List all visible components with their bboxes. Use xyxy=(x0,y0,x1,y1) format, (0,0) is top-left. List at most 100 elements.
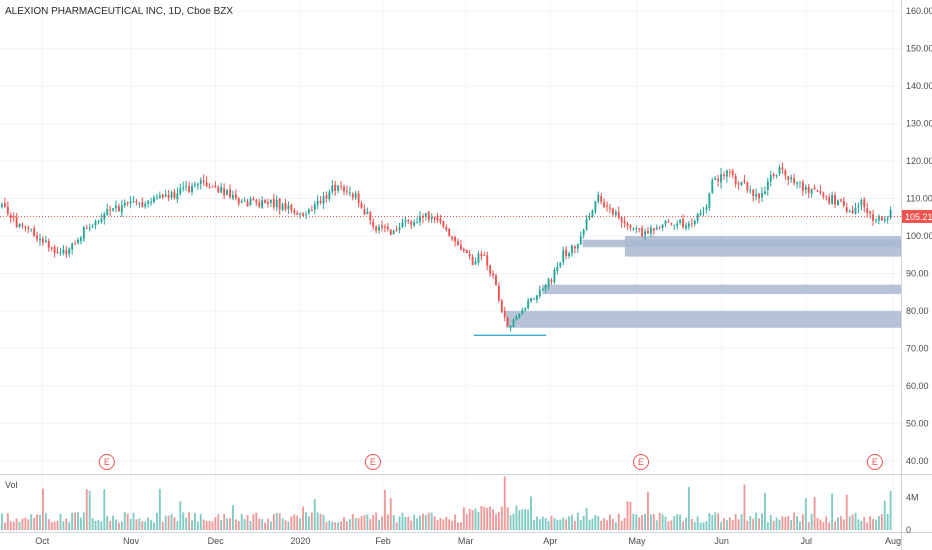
candle-body xyxy=(62,249,65,254)
volume-bar xyxy=(27,519,30,530)
candle-body xyxy=(711,179,714,193)
volume-bar xyxy=(389,498,392,530)
volume-bar xyxy=(21,518,24,530)
candle-body xyxy=(863,199,866,207)
volume-bar xyxy=(752,518,755,530)
volume-bar xyxy=(395,522,398,530)
candle-body xyxy=(834,195,836,205)
volume-bar xyxy=(24,517,27,530)
volume-bar xyxy=(199,514,202,530)
volume-bar xyxy=(883,500,886,530)
volume-bar xyxy=(226,518,229,530)
candle-body xyxy=(752,189,755,197)
volume-bar xyxy=(246,515,249,530)
earnings-marker-icon xyxy=(866,454,883,470)
candle-body xyxy=(421,216,424,218)
candle-body xyxy=(386,226,389,230)
candle-body xyxy=(202,180,205,183)
volume-bar xyxy=(690,519,693,530)
candle-body xyxy=(629,225,632,228)
candle-body xyxy=(489,265,492,274)
candle-body xyxy=(761,193,763,198)
volume-bar xyxy=(164,515,167,530)
volume-bar xyxy=(796,516,798,530)
candle-body xyxy=(243,200,246,202)
candle-body xyxy=(71,243,74,250)
demand-zone xyxy=(582,239,901,248)
candle-body xyxy=(877,216,880,221)
candle-body xyxy=(398,227,401,230)
candle-body xyxy=(53,246,56,253)
candle-body xyxy=(600,195,603,202)
volume-tick-label: 4M xyxy=(906,493,919,503)
candle-body xyxy=(47,240,50,248)
volume-bar xyxy=(155,512,158,530)
candle-body xyxy=(278,198,281,210)
volume-bar xyxy=(50,521,53,530)
candle-body xyxy=(161,194,164,198)
candle-body xyxy=(319,200,322,203)
candle-body xyxy=(889,209,892,218)
candle-body xyxy=(407,220,410,222)
volume-bar xyxy=(749,515,752,530)
candle-body xyxy=(521,309,524,314)
candle-body xyxy=(199,180,202,185)
volume-bar xyxy=(345,521,348,530)
volume-bar xyxy=(378,519,381,530)
candle-body xyxy=(249,198,252,206)
candle-body xyxy=(787,176,790,180)
volume-bar xyxy=(462,507,465,530)
volume-bar xyxy=(398,516,401,530)
volume-bar xyxy=(515,505,518,530)
candle-body xyxy=(281,204,284,211)
candle-body xyxy=(436,217,439,220)
candle-body xyxy=(404,220,407,222)
volume-bar xyxy=(193,512,196,530)
volume-bar xyxy=(652,513,655,530)
candle-body xyxy=(378,226,381,231)
x-tick-label: Feb xyxy=(375,536,391,546)
volume-bar xyxy=(763,492,766,530)
y-tick-label: 130.00 xyxy=(906,119,932,129)
candle-body xyxy=(360,203,363,208)
candle-body xyxy=(135,200,138,203)
volume-bar xyxy=(369,519,372,530)
volume-bar xyxy=(816,517,819,530)
candle-body xyxy=(179,188,182,194)
candle-body xyxy=(103,213,106,220)
volume-bar xyxy=(205,520,208,530)
volume-bar xyxy=(310,512,313,530)
volume-bar xyxy=(875,519,877,530)
volume-bar xyxy=(65,518,68,530)
candle-body xyxy=(860,199,863,206)
volume-bar xyxy=(766,522,769,530)
candle-body xyxy=(1,204,3,207)
volume-bar xyxy=(82,512,85,530)
volume-bar xyxy=(325,522,328,530)
candle-body xyxy=(424,213,427,217)
candle-body xyxy=(538,289,541,297)
candle-body xyxy=(816,190,819,192)
candle-body xyxy=(652,228,655,231)
y-tick-label: 90.00 xyxy=(906,268,929,278)
volume-bar xyxy=(696,516,699,530)
volume-layer xyxy=(1,476,892,530)
volume-bar xyxy=(123,512,126,530)
volume-bar xyxy=(737,519,740,530)
volume-bar xyxy=(533,520,535,530)
volume-bar xyxy=(880,514,883,530)
candle-body xyxy=(340,186,343,188)
volume-bar xyxy=(77,512,79,530)
volume-bar xyxy=(524,509,527,530)
candle-body xyxy=(591,210,594,216)
candle-body xyxy=(524,307,527,310)
candle-body xyxy=(837,200,839,206)
volume-bar xyxy=(109,520,112,530)
volume-bar xyxy=(94,520,97,530)
volume-bar xyxy=(261,519,264,530)
volume-bar xyxy=(769,515,772,530)
candle-body xyxy=(226,190,229,195)
volume-bar xyxy=(705,520,708,530)
candle-body xyxy=(120,205,123,213)
